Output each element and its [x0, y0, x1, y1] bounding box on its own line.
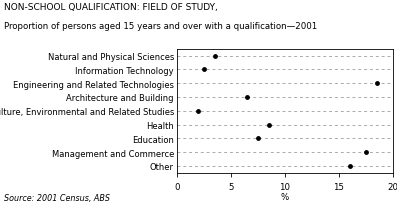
Text: NON-SCHOOL QUALIFICATION: FIELD OF STUDY,: NON-SCHOOL QUALIFICATION: FIELD OF STUDY…: [4, 3, 218, 12]
Text: Source: 2001 Census, ABS: Source: 2001 Census, ABS: [4, 193, 110, 202]
Text: Proportion of persons aged 15 years and over with a qualification—2001: Proportion of persons aged 15 years and …: [4, 22, 317, 30]
X-axis label: %: %: [281, 192, 289, 201]
